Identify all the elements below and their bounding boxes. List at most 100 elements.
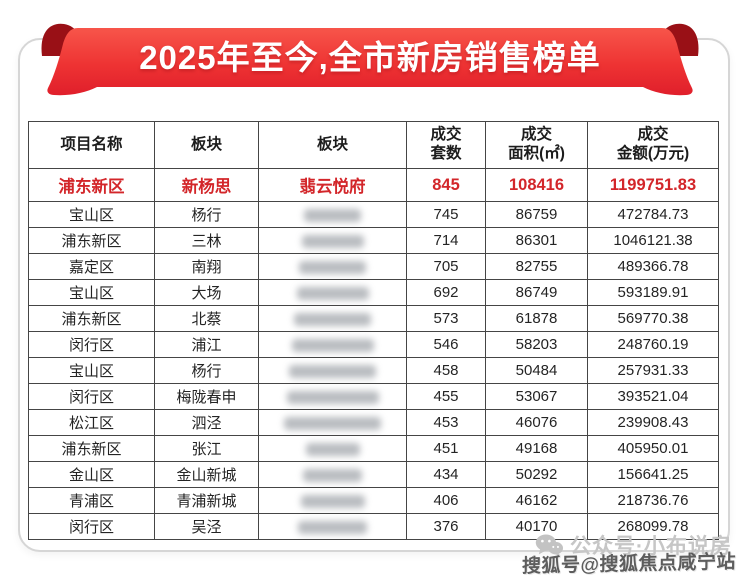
header-units: 成交 套数 — [406, 121, 486, 169]
cell-units: 434 — [406, 461, 486, 488]
cell-block: 泗泾 — [154, 409, 259, 436]
cell-block: 梅陇春申 — [154, 383, 259, 410]
cell-project — [258, 305, 407, 332]
cell-area: 50292 — [485, 461, 588, 488]
cell-project — [258, 461, 407, 488]
header-block-1: 板块 — [154, 121, 259, 169]
wechat-watermark: 公众号·小布说房 — [535, 530, 732, 560]
table-row: 松江区 泗泾 453 46076 239908.43 — [28, 409, 719, 436]
cell-amount: 156641.25 — [587, 461, 719, 488]
cell-district: 浦东新区 — [28, 227, 155, 254]
cell-area: 46162 — [485, 487, 588, 514]
table-row: 宝山区 杨行 458 50484 257931.33 — [28, 357, 719, 384]
redacted-project-name — [299, 260, 366, 274]
cell-district: 浦东新区 — [28, 435, 155, 462]
cell-amount: 405950.01 — [587, 435, 719, 462]
cell-units: 376 — [406, 513, 486, 540]
cell-block: 三林 — [154, 227, 259, 254]
redacted-project-name — [296, 286, 369, 300]
cell-units: 406 — [406, 487, 486, 514]
table-row: 宝山区 大场 692 86749 593189.91 — [28, 279, 719, 306]
cell-units: 455 — [406, 383, 486, 410]
cell-block: 南翔 — [154, 253, 259, 280]
cell-area: 82755 — [485, 253, 588, 280]
cell-block: 杨行 — [154, 201, 259, 228]
banner-ribbon — [47, 28, 693, 96]
cell-block: 金山新城 — [154, 461, 259, 488]
cell-amount: 1199751.83 — [587, 168, 719, 202]
cell-amount: 268099.78 — [587, 513, 719, 540]
redacted-project-name — [301, 234, 364, 248]
cell-amount: 489366.78 — [587, 253, 719, 280]
cell-units: 692 — [406, 279, 486, 306]
redacted-project-name — [305, 442, 360, 456]
header-project-name: 项目名称 — [28, 121, 155, 169]
cell-district: 松江区 — [28, 409, 155, 436]
page-title: 2025年至今,全市新房销售榜单 — [139, 39, 601, 76]
cell-area: 108416 — [485, 168, 588, 202]
redacted-project-name — [289, 364, 376, 378]
cell-block: 吴泾 — [154, 513, 259, 540]
cell-block: 新杨思 — [154, 168, 259, 202]
cell-block: 张江 — [154, 435, 259, 462]
cell-units: 705 — [406, 253, 486, 280]
cell-units: 546 — [406, 331, 486, 358]
table-row: 宝山区 杨行 745 86759 472784.73 — [28, 201, 719, 228]
table-header: 项目名称 板块 板块 成交 套数 成交 面积(㎡) 成交 金额(万元) — [28, 121, 719, 169]
table-row: 青浦区 青浦新城 406 46162 218736.76 — [28, 487, 719, 514]
cell-project — [258, 357, 407, 384]
redacted-project-name — [291, 338, 374, 352]
cell-project — [258, 279, 407, 306]
cell-amount: 239908.43 — [587, 409, 719, 436]
cell-area: 53067 — [485, 383, 588, 410]
header-block-2: 板块 — [258, 121, 407, 169]
table-header-row: 项目名称 板块 板块 成交 套数 成交 面积(㎡) 成交 金额(万元) — [28, 121, 719, 169]
ribbon-body — [47, 28, 693, 96]
cell-block: 北蔡 — [154, 305, 259, 332]
cell-units: 451 — [406, 435, 486, 462]
content-card: 项目名称 板块 板块 成交 套数 成交 面积(㎡) 成交 金额(万元) 浦东新区… — [18, 38, 730, 552]
cell-area: 86301 — [485, 227, 588, 254]
cell-units: 845 — [406, 168, 486, 202]
cell-amount: 1046121.38 — [587, 227, 719, 254]
cell-amount: 248760.19 — [587, 331, 719, 358]
cell-area: 58203 — [485, 331, 588, 358]
table-row: 浦东新区 三林 714 86301 1046121.38 — [28, 227, 719, 254]
table-row: 金山区 金山新城 434 50292 156641.25 — [28, 461, 719, 488]
cell-amount: 569770.38 — [587, 305, 719, 332]
redacted-project-name — [298, 520, 367, 534]
cell-units: 714 — [406, 227, 486, 254]
cell-amount: 257931.33 — [587, 357, 719, 384]
cell-project — [258, 331, 407, 358]
cell-block: 杨行 — [154, 357, 259, 384]
cell-district: 青浦区 — [28, 487, 155, 514]
cell-project — [258, 487, 407, 514]
cell-amount: 393521.04 — [587, 383, 719, 410]
table-row: 浦东新区 北蔡 573 61878 569770.38 — [28, 305, 719, 332]
header-area: 成交 面积(㎡) — [485, 121, 588, 169]
redacted-project-name — [303, 468, 362, 482]
cell-project — [258, 383, 407, 410]
cell-district: 嘉定区 — [28, 253, 155, 280]
cell-block: 大场 — [154, 279, 259, 306]
cell-area: 61878 — [485, 305, 588, 332]
cell-block: 青浦新城 — [154, 487, 259, 514]
cell-units: 453 — [406, 409, 486, 436]
cell-units: 745 — [406, 201, 486, 228]
table-row: 闵行区 梅陇春申 455 53067 393521.04 — [28, 383, 719, 410]
table-row: 浦东新区 张江 451 49168 405950.01 — [28, 435, 719, 462]
header-amount: 成交 金额(万元) — [587, 121, 719, 169]
cell-units: 458 — [406, 357, 486, 384]
table-body: 浦东新区 新杨思 翡云悦府 845 108416 1199751.83 宝山区 杨行 745 86… — [28, 168, 719, 540]
sales-table-wrap: 项目名称 板块 板块 成交 套数 成交 面积(㎡) 成交 金额(万元) 浦东新区… — [28, 121, 719, 540]
cell-project — [258, 201, 407, 228]
wechat-watermark-text: 公众号·小布说房 — [570, 535, 732, 558]
cell-district: 闵行区 — [28, 383, 155, 410]
redacted-project-name — [286, 390, 379, 404]
cell-district: 金山区 — [28, 461, 155, 488]
cell-area: 86759 — [485, 201, 588, 228]
table-row: 浦东新区 新杨思 翡云悦府 845 108416 1199751.83 — [28, 168, 719, 202]
cell-district: 宝山区 — [28, 357, 155, 384]
cell-area: 86749 — [485, 279, 588, 306]
